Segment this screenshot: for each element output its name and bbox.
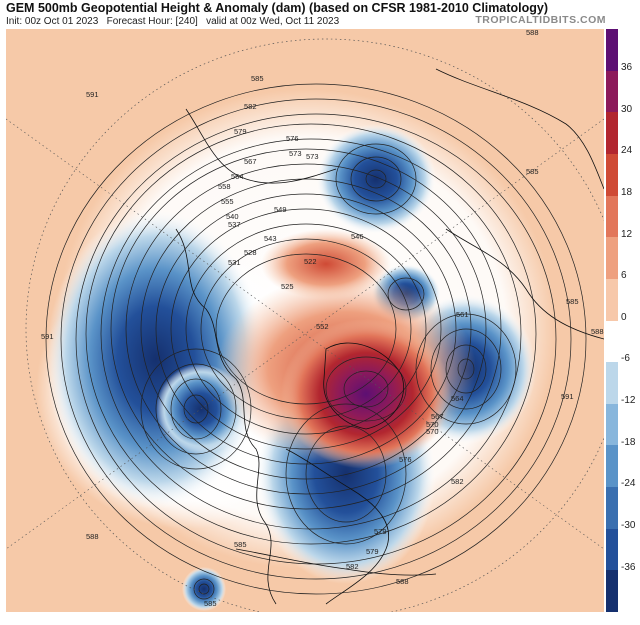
- contour-label: 555: [221, 197, 234, 206]
- brand-watermark: TROPICALTIDBITS.COM: [475, 14, 606, 26]
- contour-label: 585: [204, 599, 217, 608]
- contour-label: 573: [289, 149, 302, 158]
- colorbar-segment: [606, 570, 618, 613]
- contour-label: 582: [346, 562, 359, 571]
- ridge-north: [261, 229, 391, 299]
- contour-label: 558: [218, 182, 231, 191]
- colorbar-segment: [606, 237, 618, 280]
- contour-label: 579: [234, 127, 247, 136]
- contour-label: 522: [304, 257, 317, 266]
- contour-label: 552: [316, 322, 329, 331]
- colorbar-segment: [606, 70, 618, 113]
- contour-label: 537: [228, 220, 241, 229]
- colorbar-segment: [606, 29, 618, 72]
- map-svg: 588 585 591 582 579 576 573 567 564 558 …: [6, 29, 604, 612]
- colorbar-segment: [606, 403, 618, 446]
- colorbar-segment: [606, 153, 618, 197]
- contour-label: 540: [226, 212, 239, 221]
- contour-label: 576: [399, 455, 412, 464]
- contour-label: 591: [561, 392, 574, 401]
- map-subtitle: Init: 00z Oct 01 2023 Forecast Hour: [24…: [6, 16, 339, 27]
- contour-label: 525: [281, 282, 294, 291]
- contour-label: 528: [244, 248, 257, 257]
- anomaly-map: 588 585 591 582 579 576 573 567 564 558 …: [6, 29, 604, 612]
- meridian-line: [6, 118, 604, 550]
- contour-label: 591: [86, 90, 99, 99]
- valid-time: valid at 00z Wed, Oct 11 2023: [206, 16, 340, 27]
- contour-label: 567: [431, 412, 444, 421]
- contour-label: 591: [41, 332, 54, 341]
- colorbar-tick-label: -18: [621, 436, 636, 448]
- contour-label: 585: [526, 167, 539, 176]
- contour-label: 546: [351, 232, 364, 241]
- init-time: Init: 00z Oct 01 2023: [6, 16, 99, 27]
- contour-label: 573: [306, 152, 319, 161]
- anomaly-colorbar: [606, 29, 618, 613]
- colorbar-segment: [606, 320, 618, 363]
- contour-label: 582: [451, 477, 464, 486]
- colorbar-tick-label: -12: [621, 395, 636, 407]
- colorbar-tick-label: -24: [621, 478, 636, 490]
- colorbar-tick-label: 0: [621, 311, 627, 323]
- contour-label: 570: [426, 420, 439, 429]
- contour-label: 570: [426, 427, 439, 436]
- contour-label: 585: [251, 74, 264, 83]
- contour-label: 588: [591, 327, 604, 336]
- contour-label: 579: [374, 527, 387, 536]
- contour-label: 585: [566, 297, 579, 306]
- colorbar-segment: [606, 112, 618, 155]
- colorbar-tick-label: 36: [621, 61, 633, 73]
- meridian-line: [6, 118, 604, 550]
- colorbar-segment: [606, 278, 618, 321]
- trough-siberia: [316, 124, 436, 234]
- contour-label: 564: [231, 172, 244, 181]
- tropical-low: [182, 567, 226, 611]
- contour-label: 588: [86, 532, 99, 541]
- contour-label: 579: [366, 547, 379, 556]
- contour-label: 576: [286, 134, 299, 143]
- forecast-hour: Forecast Hour: [240]: [106, 16, 198, 27]
- colorbar-segment: [606, 487, 618, 530]
- colorbar-segment: [606, 195, 618, 238]
- ridge-greenland: [281, 319, 451, 469]
- contour-label: 564: [451, 394, 464, 403]
- contour-label: 531: [228, 258, 241, 267]
- colorbar-tick-label: 30: [621, 103, 633, 115]
- colorbar-tick-label: -6: [621, 353, 630, 365]
- contour-label: 543: [264, 234, 277, 243]
- colorbar-tick-label: 6: [621, 270, 627, 282]
- contour-label: 582: [244, 102, 257, 111]
- colorbar-tick-label: -36: [621, 561, 636, 573]
- contour-label: 588: [396, 577, 409, 586]
- colorbar-segment: [606, 362, 618, 405]
- contour-label: 561: [456, 310, 469, 319]
- coastlines: [175, 68, 604, 605]
- map-title: GEM 500mb Geopotential Height & Anomaly …: [6, 1, 548, 15]
- contour-label: 585: [234, 540, 247, 549]
- colorbar-segment: [606, 528, 618, 571]
- colorbar-tick-label: 12: [621, 228, 633, 240]
- colorbar-tick-label: -30: [621, 520, 636, 532]
- contour-label: 549: [274, 205, 287, 214]
- contour-label: 588: [526, 29, 539, 37]
- colorbar-segment: [606, 445, 618, 488]
- colorbar-tick-label: 24: [621, 145, 633, 157]
- contour-label: 567: [244, 157, 257, 166]
- colorbar-tick-label: 18: [621, 186, 633, 198]
- height-contours: [45, 83, 587, 600]
- contour-labels: 588 585 591 582 579 576 573 567 564 558 …: [41, 29, 604, 608]
